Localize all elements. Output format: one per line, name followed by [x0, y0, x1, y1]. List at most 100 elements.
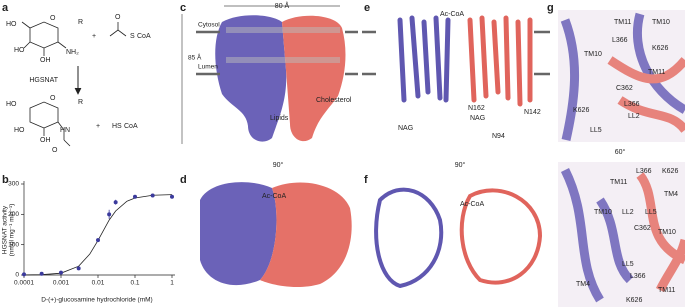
chem-text: HN — [60, 127, 70, 134]
data-point — [76, 266, 81, 271]
data-point — [170, 194, 174, 199]
residue-label: L366 — [630, 273, 646, 280]
residue-label: LL2 — [628, 113, 640, 120]
panel-label: d — [180, 174, 187, 186]
residue-label: C362 — [616, 85, 633, 92]
chem-text: + — [96, 123, 100, 130]
y-tick-label: 200 — [8, 211, 19, 218]
panel-label: a — [2, 2, 9, 14]
compartment-label: Cytosol — [198, 22, 220, 29]
chem-text: R — [78, 99, 83, 106]
rotation-label: 90° — [455, 161, 466, 169]
residue-label: LL5 — [622, 261, 634, 268]
chem-text: O — [50, 15, 56, 22]
residue-label: C362 — [634, 225, 651, 232]
residue-label: K626 — [573, 107, 589, 114]
rotation-label: 90° — [273, 161, 284, 169]
density-map — [200, 182, 277, 286]
ribbon-structure — [560, 12, 685, 303]
residue-label: TM4 — [664, 191, 678, 198]
membrane-lines — [196, 30, 358, 76]
residue-label: TM11 — [614, 19, 631, 26]
chem-text: HGSNAT — [29, 77, 58, 84]
data-point — [59, 270, 63, 275]
y-tick-label: 300 — [8, 181, 19, 188]
panel-label: g — [547, 2, 554, 14]
annotation: N142 — [524, 109, 541, 116]
annotation: Lipids — [270, 115, 289, 122]
fit-curve — [23, 194, 173, 276]
x-tick-label: 0.1 — [130, 280, 139, 287]
panel-label: f — [364, 174, 368, 186]
panel-label: b — [2, 174, 9, 186]
chem-structures — [21, 21, 127, 147]
residue-label: LL2 — [622, 209, 634, 216]
residue-label: TM10 — [658, 229, 676, 236]
data-point — [133, 194, 137, 199]
residue-label: K626 — [662, 168, 678, 175]
y-axis-label: (nmol mg⁻¹ min⁻¹) — [9, 204, 16, 257]
residue-label: LL5 — [590, 127, 602, 134]
x-tick-label: 1 — [170, 280, 174, 287]
data-point — [22, 272, 26, 277]
data-point — [113, 200, 118, 205]
residue-label: LL5 — [645, 209, 657, 216]
rotation-label: 60° — [615, 148, 626, 156]
chem-text: NH₂ — [66, 49, 79, 56]
y-tick-label: 100 — [8, 241, 19, 248]
chem-text: HO — [14, 47, 25, 54]
annotation: Ac-CoA — [262, 193, 286, 200]
annotation: Cholesterol — [316, 97, 352, 104]
chem-text: O — [50, 95, 56, 102]
residue-label: TM10 — [584, 51, 602, 58]
chem-text: OH — [40, 57, 51, 64]
y-tick-label: 0 — [15, 272, 19, 279]
residue-label: L366 — [636, 168, 652, 175]
data-point — [107, 212, 112, 217]
scale-arrows — [181, 5, 340, 144]
data-point — [150, 193, 155, 198]
residue-label: K626 — [626, 297, 642, 304]
annotation: NAG — [470, 115, 485, 122]
residue-label: TM11 — [610, 179, 627, 186]
x-tick-label: 0.001 — [53, 280, 70, 287]
y-axis-label: HGSNAT activity — [2, 205, 9, 254]
annotation: Ac-CoA — [460, 201, 484, 208]
annotation: Ac-CoA — [440, 11, 464, 18]
residue-label: TM11 — [648, 69, 665, 76]
membrane-lines — [362, 30, 550, 76]
chem-text: S — [130, 33, 135, 40]
data-point — [39, 271, 44, 276]
residue-label: K626 — [652, 45, 668, 52]
chem-text: R — [78, 19, 83, 26]
chem-text: HS — [112, 123, 122, 130]
chem-text: CoA — [137, 33, 151, 40]
ribbon-structure — [374, 187, 543, 289]
density-map — [260, 182, 352, 288]
chem-text: HO — [6, 101, 17, 108]
density-map — [215, 15, 346, 142]
x-tick-label: 0.0001 — [14, 280, 34, 287]
annotation: NAG — [398, 125, 413, 132]
dimension-label: 80 Å — [275, 1, 290, 10]
compartment-label: Lumen — [198, 64, 218, 71]
x-axis-label: D-(+)-glucosamine hydrochloride (mM) — [41, 297, 152, 304]
residue-label: L366 — [624, 101, 640, 108]
chem-text: HO — [6, 21, 17, 28]
ribbon-structure — [397, 15, 533, 107]
panel-label: e — [364, 2, 370, 14]
chem-text: O — [52, 147, 58, 154]
residue-label: TM10 — [652, 19, 670, 26]
annotation: N162 — [468, 105, 485, 112]
chem-text: HO — [14, 127, 25, 134]
dimension-label: 85 Å — [188, 53, 202, 62]
panel-label: c — [180, 2, 186, 14]
residue-label: TM10 — [594, 209, 612, 216]
annotation: N94 — [492, 133, 505, 140]
residue-label: L366 — [612, 37, 628, 44]
chem-text: + — [92, 33, 96, 40]
chem-text: CoA — [124, 123, 138, 130]
residue-label: TM11 — [658, 287, 675, 294]
chem-text: O — [115, 14, 121, 21]
